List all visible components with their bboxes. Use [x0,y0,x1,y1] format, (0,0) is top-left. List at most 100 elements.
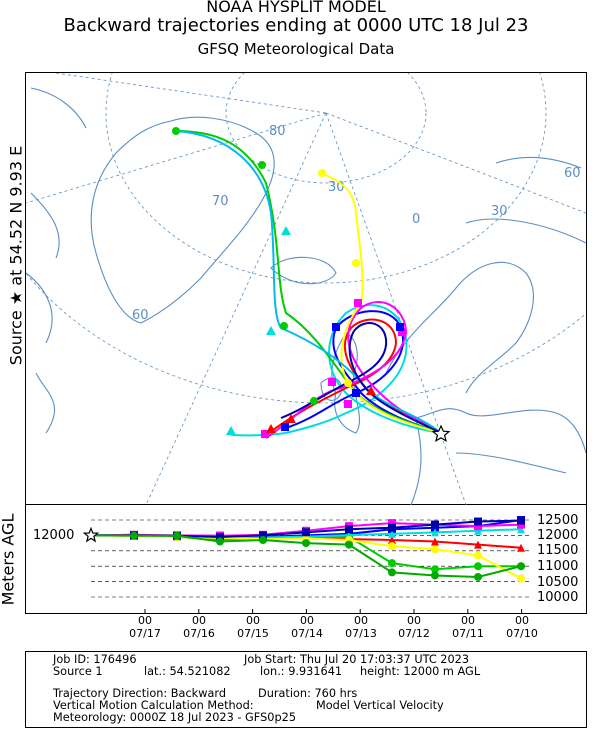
lon-label-30w: 30 [328,180,345,195]
source-lon: lon.: 9.931641 [260,665,343,678]
x-tick-date: 07/13 [345,627,377,640]
chart-title: Backward trajectories ending at 0000 UTC… [63,15,529,36]
x-tick-hour: 00 [461,614,475,627]
marker-green [280,322,288,330]
trajectory-green [175,130,442,434]
profile-data-point [173,531,181,540]
marker-blue [352,389,360,397]
profile-data-point [388,542,396,551]
coastlines [25,87,587,506]
profile-data-point [259,536,267,545]
scandinavia-coast [385,261,534,394]
job-info-footer: Job ID: 176496 Job Start: Thu Jul 20 17:… [25,651,587,728]
marker-blue [281,423,289,431]
model-name: NOAA HYSPLIT MODEL [206,0,386,16]
vertical-profile-chart [25,505,587,614]
trajectory-markers [172,127,406,438]
graticule [0,0,592,506]
x-tick-date: 07/16 [183,627,215,640]
greenland-coast [90,116,275,324]
x-tick-date: 07/15 [237,627,269,640]
x-tick-hour: 00 [192,614,206,627]
x-tick-date: 07/17 [129,627,161,640]
profile-data-point [302,528,310,537]
west-coast [35,372,56,434]
y-tick-12000: 12000 [537,528,579,543]
x-tick-date: 07/12 [398,627,430,640]
trajectory-paths [175,130,442,439]
lon-label-60e: 60 [564,166,581,181]
profile-data-point [388,523,396,532]
profile-data-point [216,532,224,541]
marker-green [258,161,266,169]
x-tick-hour: 00 [138,614,152,627]
x-tick-hour: 00 [515,614,529,627]
arctic-islands-coast [25,87,87,344]
source-height-label: 12000 [33,528,75,543]
profile-canvas [82,516,531,613]
profile-data-point [388,529,396,538]
marker-yellow [352,259,360,267]
profile-data-point [474,540,482,549]
y-axis-label: Meters AGL [0,513,18,606]
vertical-motion-value: Model Vertical Velocity [316,699,444,712]
marker-yellow [344,379,352,387]
profile-data-point [474,562,482,571]
x-tick-hour: 00 [407,614,421,627]
profile-data-point [431,545,439,554]
continental-europe-coast [410,408,587,506]
chart-subtitle: GFSQ Meteorological Data [197,40,395,58]
source-lat: lat.: 54.521082 [144,665,231,678]
profile-data-point [388,519,396,528]
x-tick-date: 07/11 [452,627,484,640]
iceland-coast [270,256,337,285]
profile-data-point [517,574,525,583]
profile-data-point [431,565,439,574]
profile-data-point [388,559,396,568]
profile-source-star [82,526,100,543]
profile-data-point [474,517,482,526]
duration: Duration: 760 hrs [258,687,358,700]
source-number: Source 1 [53,665,103,678]
lon-label-30e: 30 [491,204,508,219]
marker-cyan [226,426,236,435]
marker-magenta [328,378,336,386]
marker-cyan [281,226,291,235]
marker-yellow [318,169,326,177]
x-tick-date: 07/10 [506,627,538,640]
profile-data-point [130,531,138,540]
profile-data-point [517,525,525,534]
trajectory-blue [285,310,442,434]
job-id: Job ID: 176496 [53,653,137,666]
marker-green [310,397,318,405]
profile-data-point [431,520,439,529]
graticule-labels: 80 70 60 30 0 30 60 [132,124,581,323]
marker-magenta [398,328,406,336]
source-location-label: Source ★ at 54.52 N 9.93 E [6,145,26,366]
profile-data-point [345,525,353,534]
source-star [431,424,451,443]
trajectory-direction: Trajectory Direction: Backward [53,687,227,700]
profile-data-point [431,571,439,580]
profile-data-point [302,539,310,548]
trajectory-navy [280,322,442,434]
profile-data-point [517,562,525,571]
marker-green-end [172,127,180,135]
profile-data-point [388,536,396,545]
x-tick-hour: 00 [354,614,368,627]
x-tick-date: 07/14 [291,627,323,640]
profile-data-point [259,531,267,540]
y-tick-10500: 10500 [537,575,579,590]
trajectory-lightblue [175,130,442,434]
y-tick-12500: 12500 [537,513,579,528]
y-tick-11500: 11500 [537,543,579,558]
profile-data-point [474,526,482,535]
lon-label-0: 0 [412,212,420,227]
profile-data-point [474,522,482,531]
vertical-motion-method: Vertical Motion Calculation Method: [53,699,254,712]
profile-data-point [474,551,482,560]
profile-data-point [431,537,439,546]
x-tick-hour: 00 [300,614,314,627]
profile-data-point [517,520,525,529]
russia-arctic-coast [465,157,587,244]
